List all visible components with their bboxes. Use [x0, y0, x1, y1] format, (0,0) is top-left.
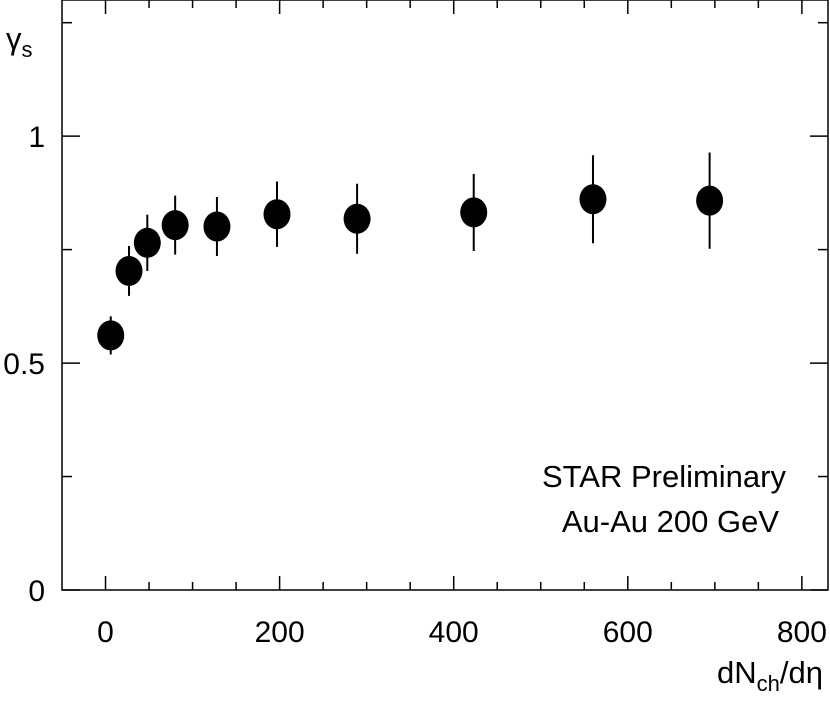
annotation-collision-system: Au-Au 200 GeV [562, 504, 779, 539]
x-axis-title: dNch/dη [717, 655, 823, 696]
y-axis-title: γs [6, 21, 33, 62]
data-point [343, 203, 371, 234]
y-axis-title-main: γ [6, 21, 22, 56]
axis-ticks [62, 0, 828, 591]
y-tick-label: 1 [28, 121, 45, 154]
data-point [203, 211, 231, 242]
x-tick-label: 800 [777, 616, 827, 649]
annotation-star-preliminary: STAR Preliminary [542, 459, 787, 494]
axis-tick-labels: 0 200 400 600 800 0 0.5 1 [3, 121, 827, 649]
data-point [263, 199, 291, 230]
data-point [696, 185, 724, 216]
data-point [97, 320, 125, 351]
plot-frame [61, 0, 829, 591]
data-point [133, 227, 161, 258]
x-axis-title-tail: /dη [780, 655, 823, 690]
y-tick-label: 0.5 [3, 348, 45, 381]
data-point [161, 210, 189, 241]
y-axis-title-sub: s [22, 37, 33, 62]
data-point [460, 197, 488, 228]
x-tick-label: 0 [97, 616, 114, 649]
x-tick-label: 400 [429, 616, 479, 649]
data-point [579, 184, 607, 215]
x-axis-title-sub: ch [757, 671, 780, 696]
x-tick-label: 600 [603, 616, 653, 649]
x-tick-label: 200 [255, 616, 305, 649]
x-axis-title-main: dN [717, 655, 757, 690]
y-tick-label: 0 [28, 575, 45, 608]
data-points [97, 152, 724, 355]
data-point [115, 255, 143, 286]
